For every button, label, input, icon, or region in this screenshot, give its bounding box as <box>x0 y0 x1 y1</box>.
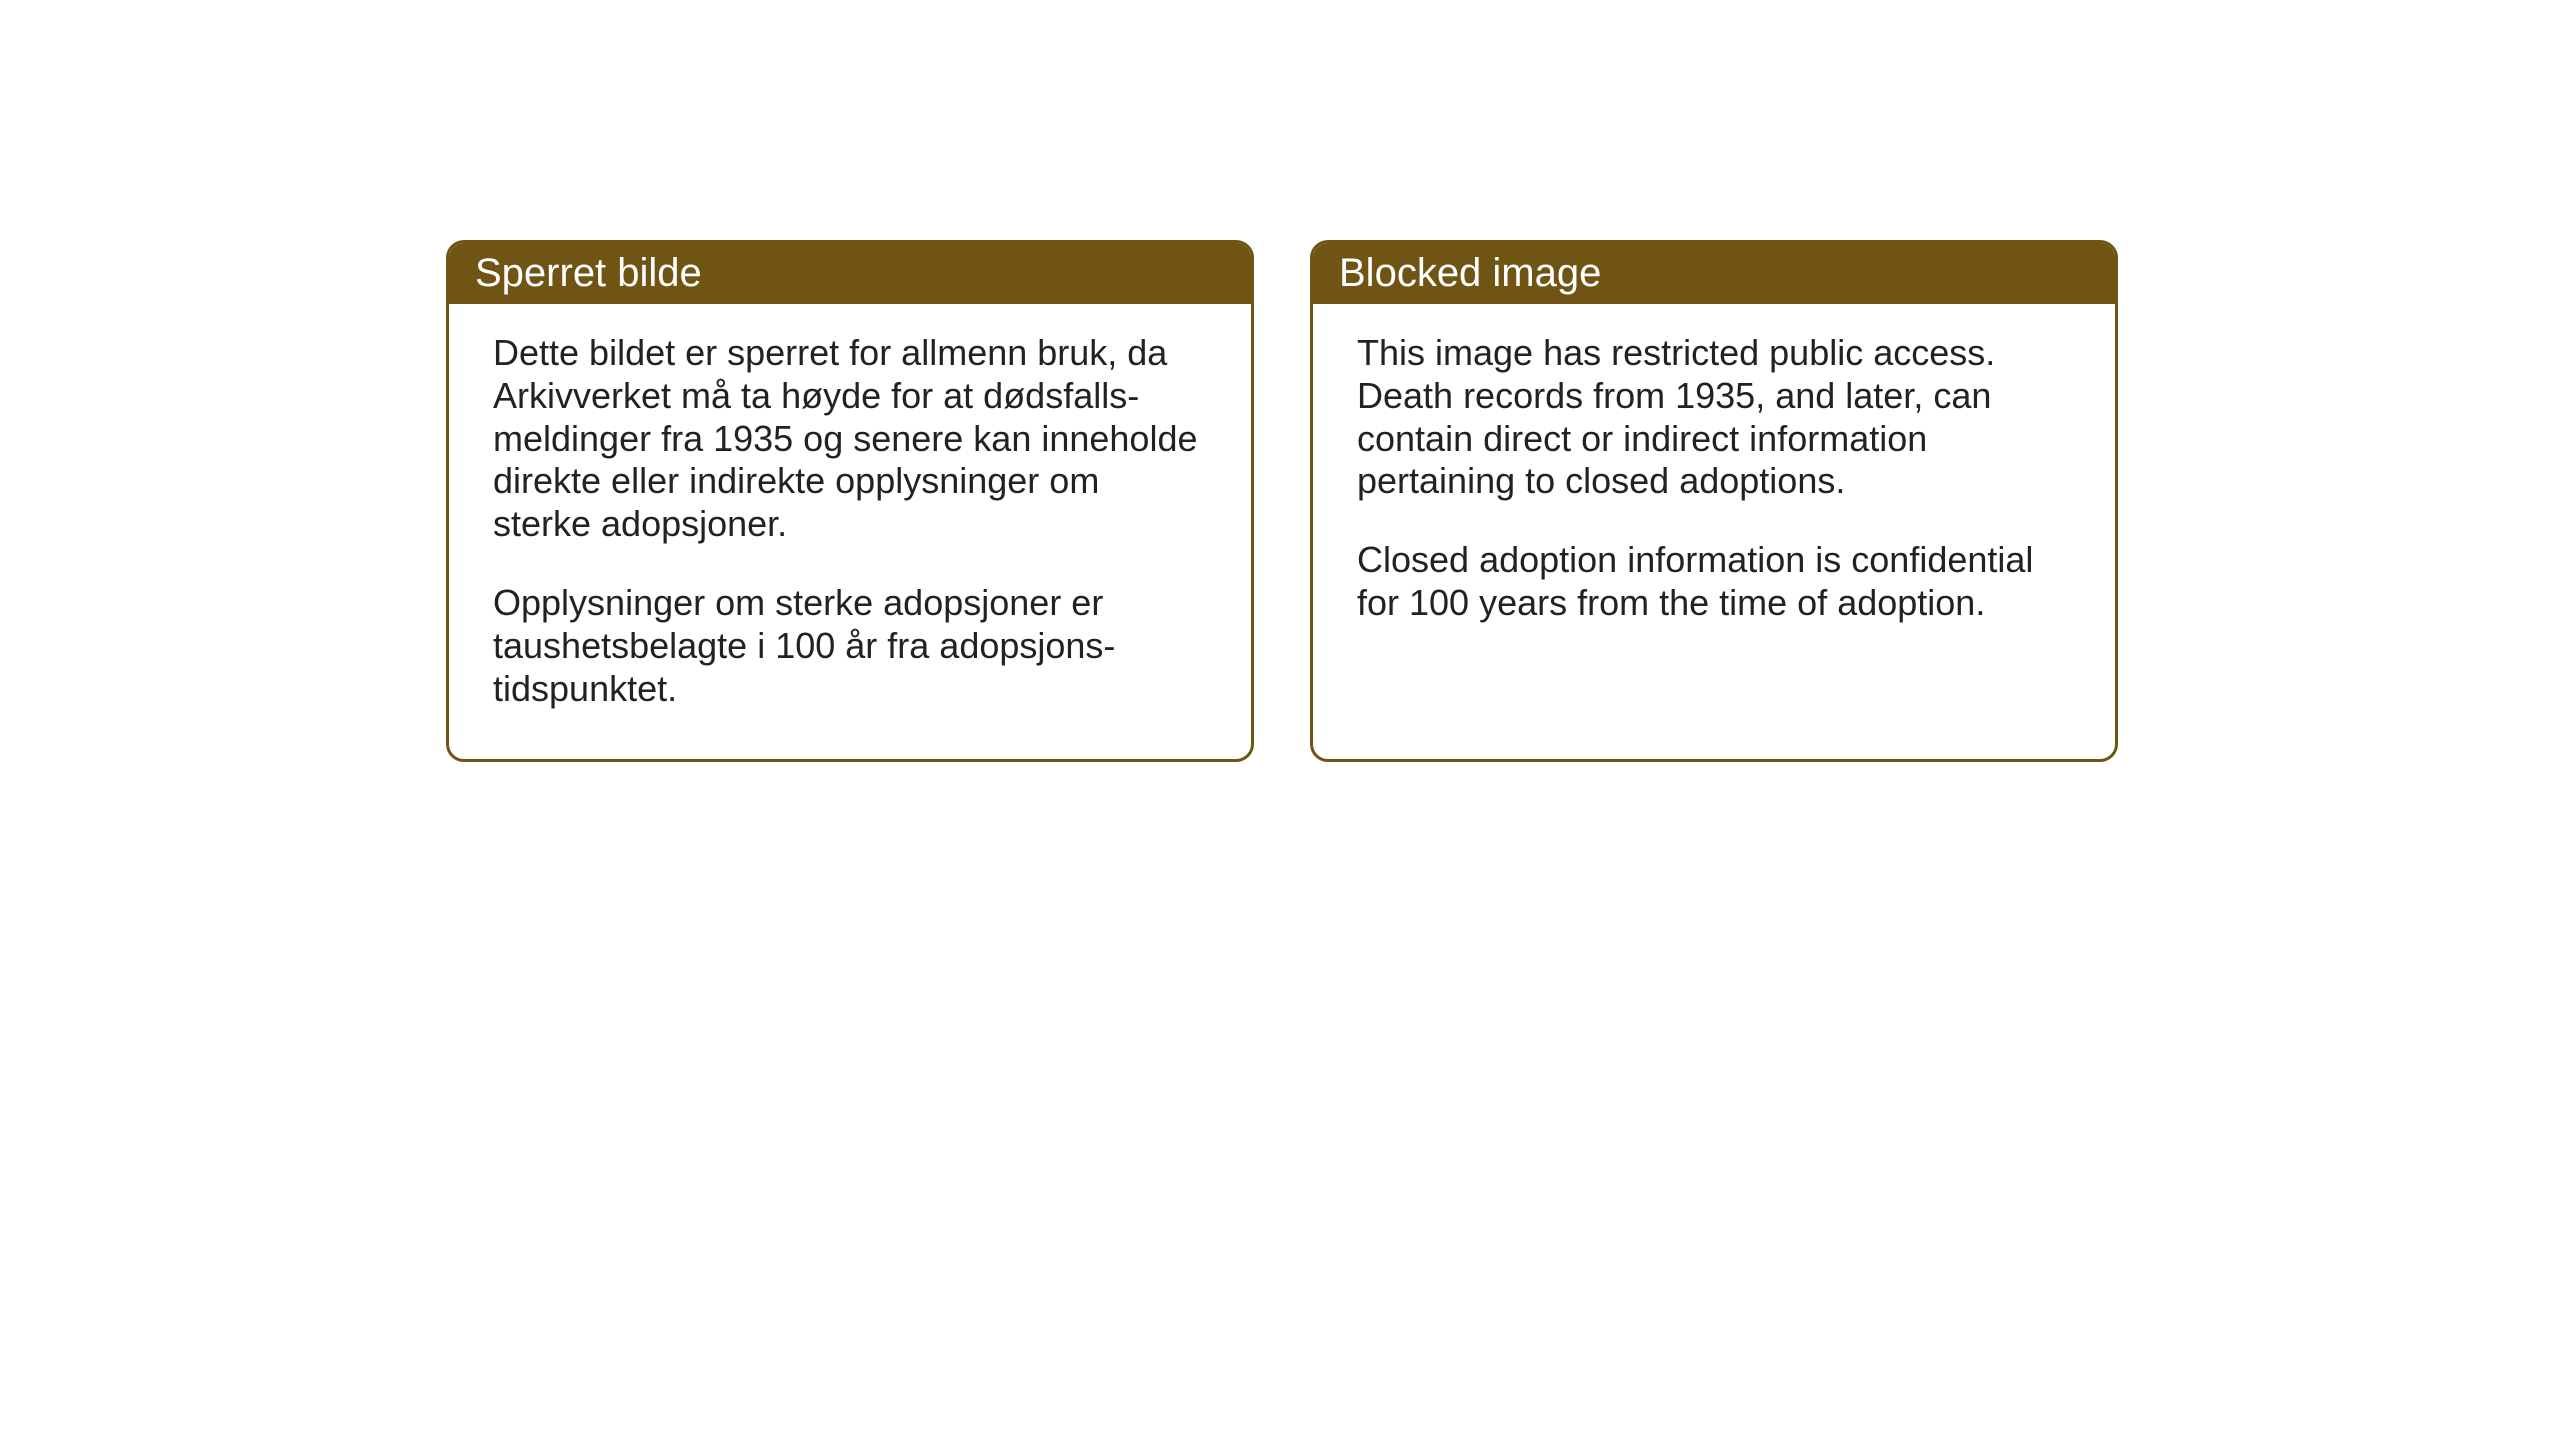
notice-box-english: Blocked image This image has restricted … <box>1310 240 2118 762</box>
notice-container: Sperret bilde Dette bildet er sperret fo… <box>446 240 2118 762</box>
notice-paragraph-1-english: This image has restricted public access.… <box>1357 332 2071 503</box>
notice-box-norwegian: Sperret bilde Dette bildet er sperret fo… <box>446 240 1254 762</box>
notice-header-english: Blocked image <box>1313 243 2115 304</box>
notice-paragraph-2-english: Closed adoption information is confident… <box>1357 539 2071 625</box>
notice-paragraph-1-norwegian: Dette bildet er sperret for allmenn bruk… <box>493 332 1207 546</box>
notice-paragraph-2-norwegian: Opplysninger om sterke adopsjoner er tau… <box>493 582 1207 710</box>
notice-body-english: This image has restricted public access.… <box>1313 304 2115 673</box>
notice-body-norwegian: Dette bildet er sperret for allmenn bruk… <box>449 304 1251 759</box>
notice-header-norwegian: Sperret bilde <box>449 243 1251 304</box>
